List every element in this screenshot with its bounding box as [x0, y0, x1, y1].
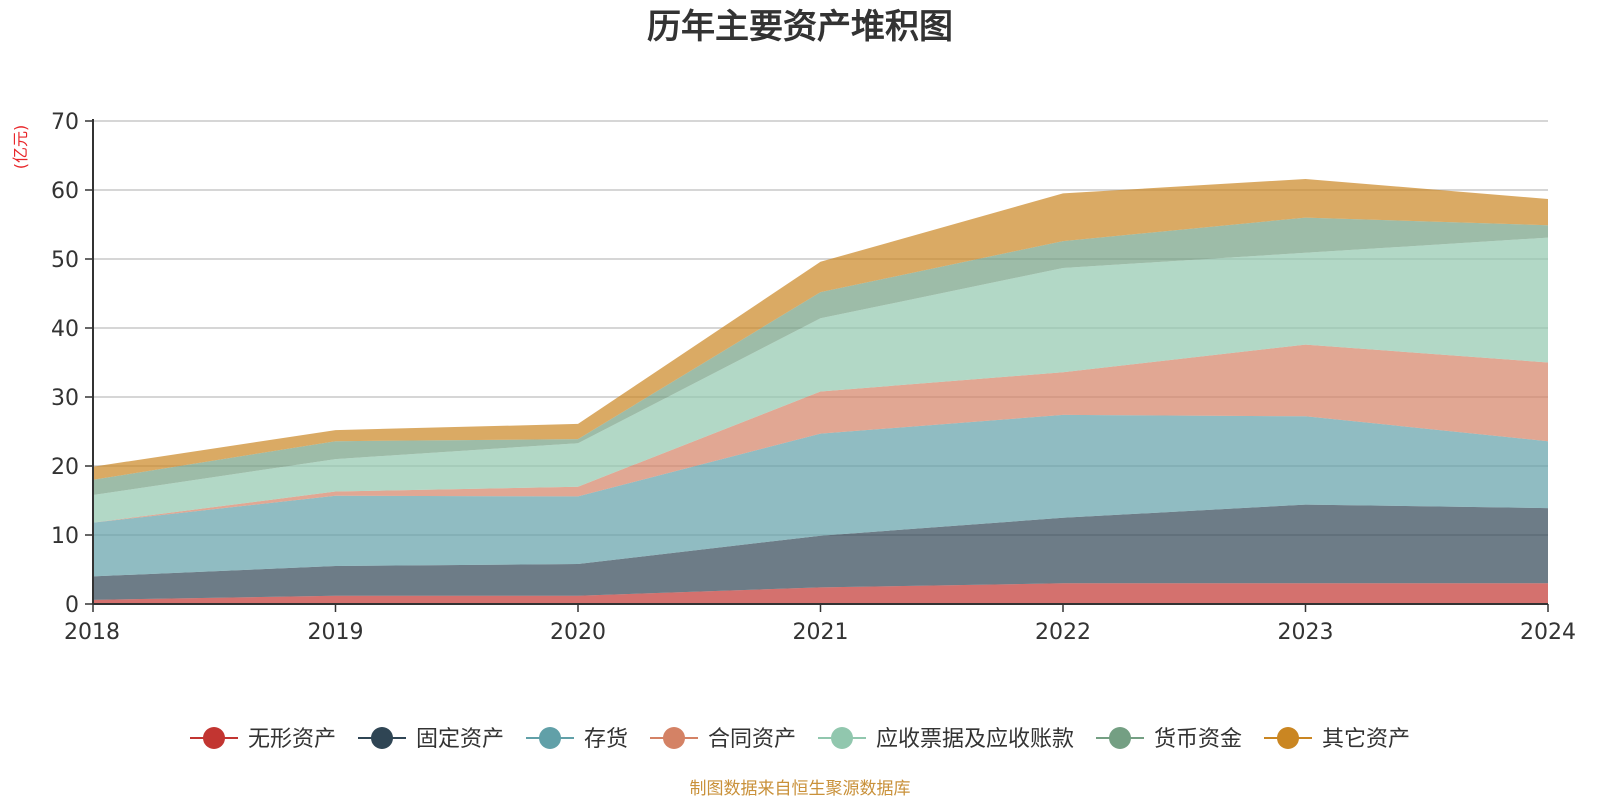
- legend-marker-2: [371, 727, 393, 749]
- y-tick-label-10: 10: [51, 524, 79, 549]
- y-tick-label-30: 30: [51, 386, 79, 411]
- legend-label-6: 货币资金: [1154, 727, 1242, 752]
- area-series-2: [93, 504, 1548, 600]
- y-axis-unit-label: (亿元): [11, 125, 30, 170]
- x-tick-label-2022: 2022: [1035, 620, 1091, 645]
- x-tick-label-2023: 2023: [1278, 620, 1334, 645]
- data-source-note: 制图数据来自恒生聚源数据库: [690, 779, 911, 799]
- area-series-6: [93, 217, 1548, 495]
- area-series-1: [93, 583, 1548, 604]
- legend-marker-4: [663, 727, 685, 749]
- legend-label-5: 应收票据及应收账款: [876, 727, 1074, 752]
- legend-marker-6: [1109, 727, 1131, 749]
- legend-label-3: 存货: [584, 727, 628, 752]
- legend-item-6: 货币资金: [1096, 727, 1242, 752]
- legend-label-7: 其它资产: [1322, 727, 1410, 752]
- legend-item-4: 合同资产: [650, 727, 796, 752]
- y-tick-label-70: 70: [51, 110, 79, 135]
- y-tick-label-0: 0: [65, 593, 79, 618]
- legend-marker-1: [203, 727, 225, 749]
- x-tick-label-2020: 2020: [550, 620, 606, 645]
- legend-marker-5: [831, 727, 853, 749]
- area-series-7: [93, 179, 1548, 480]
- legend-label-1: 无形资产: [248, 727, 336, 752]
- area-series-5: [93, 237, 1548, 523]
- axes: 0 10 20 30 40 50 60 70 2018 2019 2020 2021 2022 2023 2…: [51, 110, 1576, 645]
- legend-item-1: 无形资产: [190, 727, 336, 752]
- legend-marker-3: [539, 727, 561, 749]
- area-series-group: [93, 179, 1548, 604]
- y-tick-label-40: 40: [51, 317, 79, 342]
- chart-title: 历年主要资产堆积图: [647, 7, 953, 47]
- area-series-4: [93, 344, 1548, 523]
- legend-item-2: 固定资产: [358, 727, 504, 752]
- area-series-3: [93, 414, 1548, 577]
- x-tick-label-2024: 2024: [1520, 620, 1576, 645]
- legend: 无形资产 固定资产 存货 合同资产 应收票据及应收账款 货币资金 其它资产: [190, 727, 1410, 752]
- legend-item-3: 存货: [526, 727, 628, 752]
- legend-label-4: 合同资产: [708, 727, 796, 752]
- legend-item-7: 其它资产: [1264, 727, 1410, 752]
- x-tick-label-2018: 2018: [64, 620, 120, 645]
- legend-label-2: 固定资产: [416, 727, 504, 752]
- y-tick-label-60: 60: [51, 179, 79, 204]
- y-tick-label-50: 50: [51, 248, 79, 273]
- y-tick-label-20: 20: [51, 455, 79, 480]
- x-tick-label-2021: 2021: [793, 620, 849, 645]
- legend-marker-7: [1277, 727, 1299, 749]
- x-tick-label-2019: 2019: [308, 620, 364, 645]
- legend-item-5: 应收票据及应收账款: [818, 727, 1074, 752]
